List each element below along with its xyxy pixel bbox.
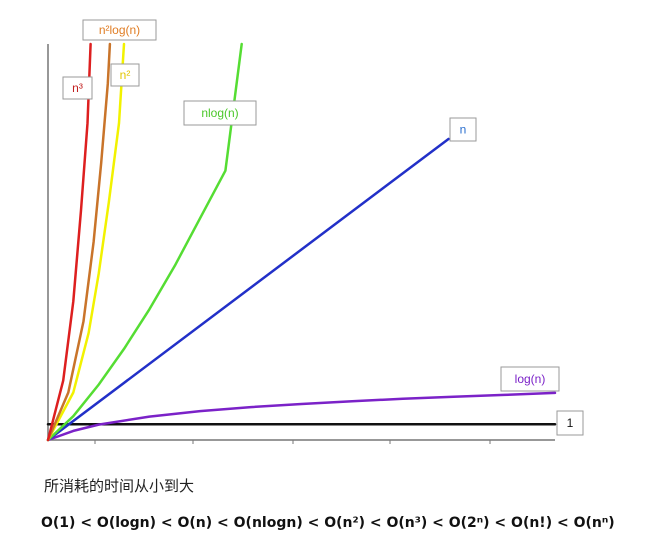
curve-label-box <box>110 63 140 87</box>
curve-label-1: n²log(n) <box>82 19 157 41</box>
curve-label-text: log(n) <box>515 372 546 386</box>
chart-curves <box>46 42 557 442</box>
curve-label-text: n² <box>120 68 131 82</box>
curve-label-box <box>449 117 477 142</box>
curve-label-2: n² <box>110 63 140 87</box>
curve-label-box <box>500 366 560 392</box>
complexity-order: O(1) < O(logn) < O(n) < O(nlogn) < O(n²)… <box>41 515 615 531</box>
curve-label-box <box>82 19 157 41</box>
curve-label-text: n³ <box>72 81 83 95</box>
curve-label-text: nlog(n) <box>201 106 238 120</box>
curve-label-6: 1 <box>556 410 584 436</box>
curve-label-text: 1 <box>567 416 574 430</box>
chart-axes <box>47 44 555 444</box>
series-line-2-n <box>46 137 450 442</box>
series-line-6-n- <box>46 42 92 442</box>
curve-label-box <box>556 410 584 436</box>
series-line-5-n-log-n- <box>46 42 112 442</box>
caption: 所消耗的时间从小到大 <box>44 477 195 495</box>
curve-label-3: nlog(n) <box>183 100 257 126</box>
series-line-4-n- <box>46 42 126 442</box>
curve-label-box <box>62 76 93 100</box>
curve-label-0: n³ <box>62 76 93 100</box>
curve-label-4: n <box>449 117 477 142</box>
curve-label-text: n <box>460 123 467 137</box>
curve-label-box <box>183 100 257 126</box>
curve-label-text: n²log(n) <box>99 23 140 37</box>
curve-label-5: log(n) <box>500 366 560 392</box>
series-line-3-nlog-n- <box>46 42 243 442</box>
series-line-1-log-n- <box>46 391 557 442</box>
